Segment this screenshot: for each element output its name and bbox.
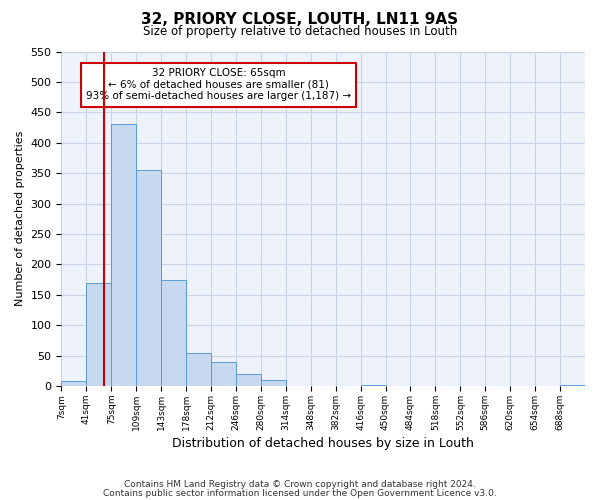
Bar — [236, 374, 261, 386]
Text: Contains HM Land Registry data © Crown copyright and database right 2024.: Contains HM Land Registry data © Crown c… — [124, 480, 476, 489]
Bar — [86, 282, 111, 386]
Bar — [161, 280, 186, 386]
Text: 32, PRIORY CLOSE, LOUTH, LN11 9AS: 32, PRIORY CLOSE, LOUTH, LN11 9AS — [142, 12, 458, 28]
Text: 32 PRIORY CLOSE: 65sqm
← 6% of detached houses are smaller (81)
93% of semi-deta: 32 PRIORY CLOSE: 65sqm ← 6% of detached … — [86, 68, 351, 102]
Bar — [211, 362, 236, 386]
Bar — [61, 381, 86, 386]
Text: Size of property relative to detached houses in Louth: Size of property relative to detached ho… — [143, 25, 457, 38]
Bar — [111, 124, 136, 386]
Bar — [136, 170, 161, 386]
Bar — [261, 380, 286, 386]
Bar — [560, 385, 585, 386]
Bar — [361, 385, 386, 386]
X-axis label: Distribution of detached houses by size in Louth: Distribution of detached houses by size … — [172, 437, 474, 450]
Bar — [186, 352, 211, 386]
Y-axis label: Number of detached properties: Number of detached properties — [15, 131, 25, 306]
Text: Contains public sector information licensed under the Open Government Licence v3: Contains public sector information licen… — [103, 488, 497, 498]
